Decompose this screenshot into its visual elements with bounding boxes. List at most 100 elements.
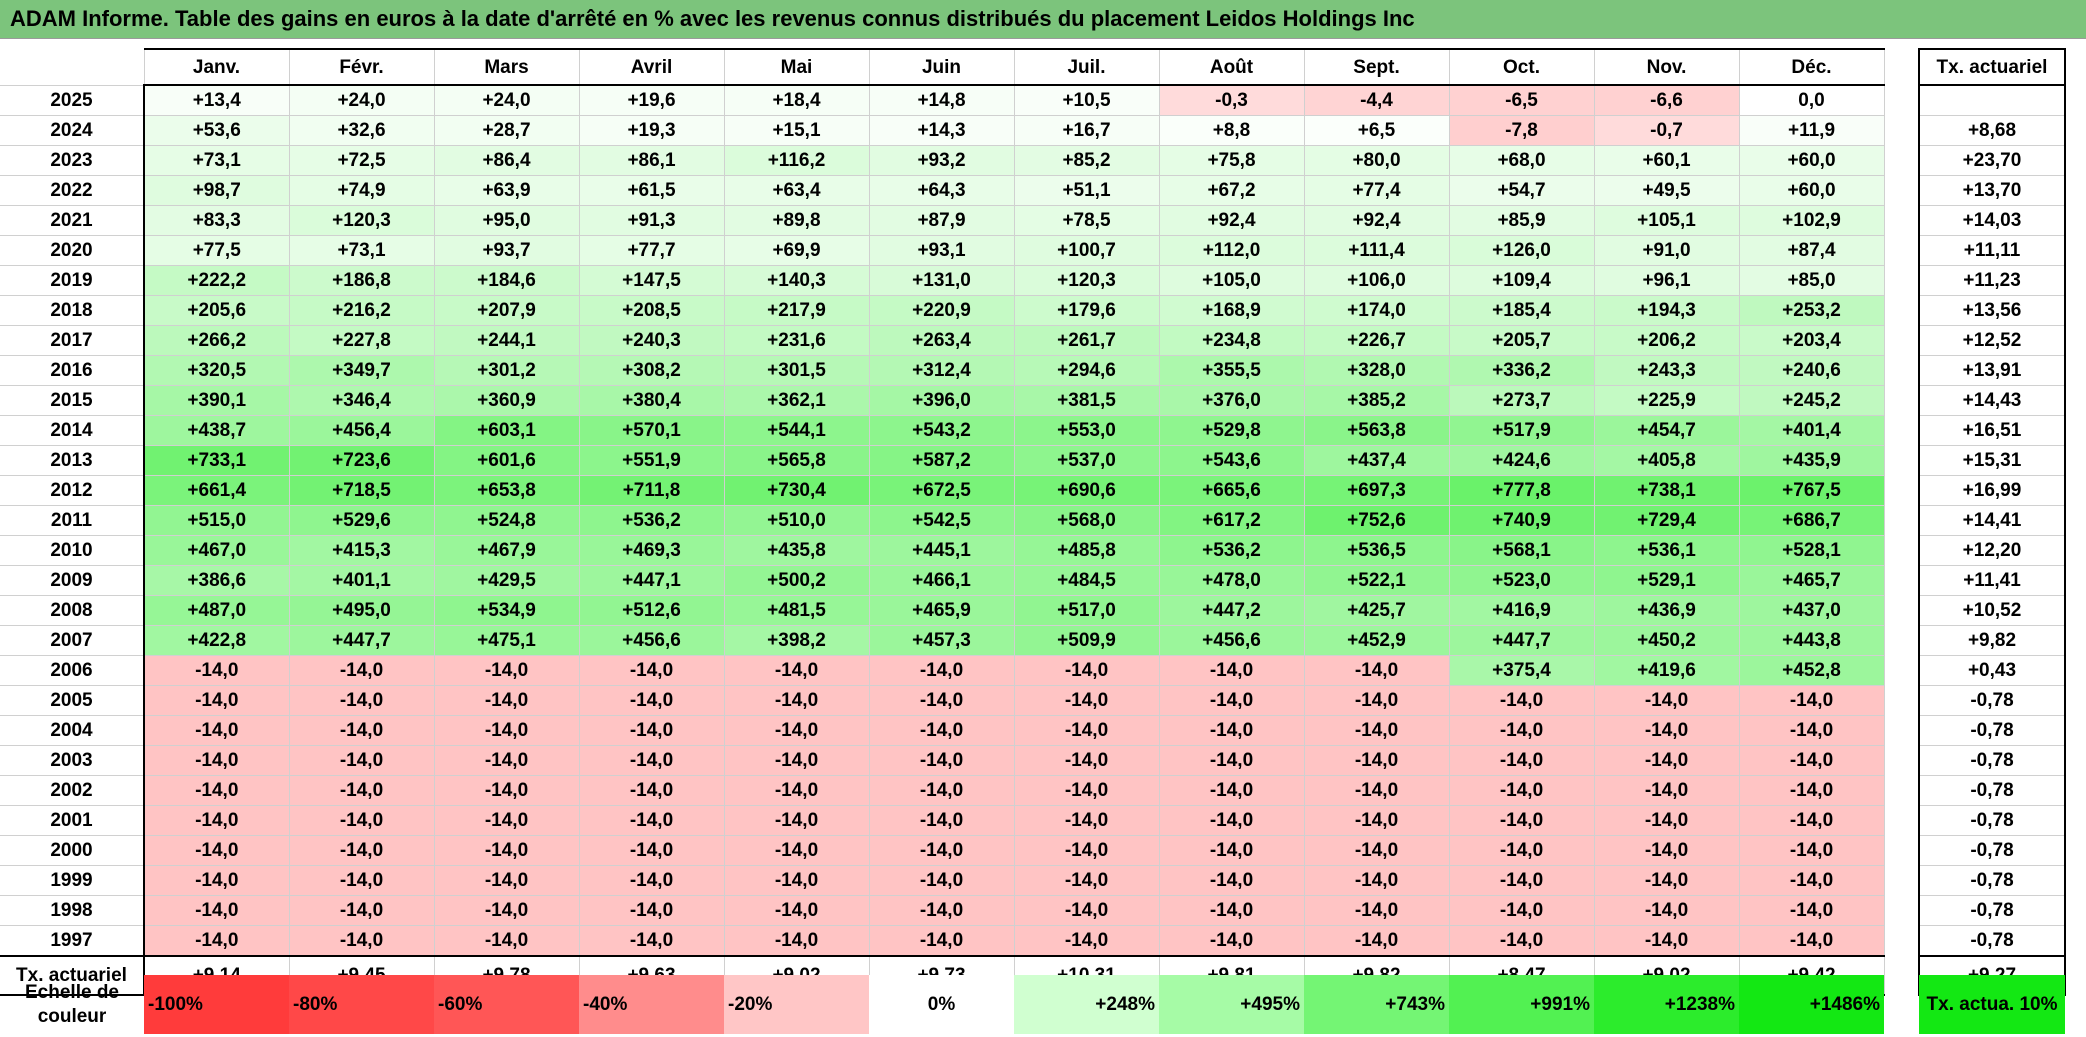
value-cell[interactable]: +86,4 — [433, 145, 580, 176]
value-cell[interactable]: -14,0 — [143, 835, 290, 866]
value-cell[interactable]: +465,9 — [868, 595, 1015, 626]
value-cell[interactable]: +243,3 — [1593, 355, 1740, 386]
value-cell[interactable]: -14,0 — [723, 925, 870, 957]
value-cell[interactable]: +105,0 — [1158, 265, 1305, 296]
value-cell[interactable]: -14,0 — [578, 685, 725, 716]
value-cell[interactable]: +690,6 — [1013, 475, 1160, 506]
value-cell[interactable]: 0,0 — [1738, 84, 1885, 116]
value-cell[interactable]: -14,0 — [1738, 745, 1885, 776]
value-cell[interactable]: +396,0 — [868, 385, 1015, 416]
value-cell[interactable]: +263,4 — [868, 325, 1015, 356]
value-cell[interactable]: +529,1 — [1593, 565, 1740, 596]
value-cell[interactable]: +437,4 — [1303, 445, 1450, 476]
value-cell[interactable]: +429,5 — [433, 565, 580, 596]
value-cell[interactable]: -14,0 — [1013, 655, 1160, 686]
value-cell[interactable]: +54,7 — [1448, 175, 1595, 206]
value-cell[interactable]: +68,0 — [1448, 145, 1595, 176]
value-cell[interactable]: +205,6 — [143, 295, 290, 326]
value-cell[interactable]: +447,2 — [1158, 595, 1305, 626]
value-cell[interactable]: -14,0 — [578, 805, 725, 836]
value-cell[interactable]: -14,0 — [288, 655, 435, 686]
value-cell[interactable]: +320,5 — [143, 355, 290, 386]
value-cell[interactable]: +467,0 — [143, 535, 290, 566]
value-cell[interactable]: +386,6 — [143, 565, 290, 596]
value-cell[interactable]: +536,5 — [1303, 535, 1450, 566]
value-cell[interactable]: +653,8 — [433, 475, 580, 506]
value-cell[interactable]: -14,0 — [1448, 715, 1595, 746]
value-cell[interactable]: +16,7 — [1013, 115, 1160, 146]
value-cell[interactable]: -14,0 — [1013, 745, 1160, 776]
value-cell[interactable]: +89,8 — [723, 205, 870, 236]
value-cell[interactable]: -14,0 — [1448, 805, 1595, 836]
value-cell[interactable]: +86,1 — [578, 145, 725, 176]
value-cell[interactable]: +456,4 — [288, 415, 435, 446]
value-cell[interactable]: +385,2 — [1303, 385, 1450, 416]
value-cell[interactable]: +723,6 — [288, 445, 435, 476]
value-cell[interactable]: -14,0 — [1593, 745, 1740, 776]
value-cell[interactable]: +72,5 — [288, 145, 435, 176]
value-cell[interactable]: +740,9 — [1448, 505, 1595, 536]
value-cell[interactable]: -14,0 — [1013, 865, 1160, 896]
value-cell[interactable]: -14,0 — [1593, 775, 1740, 806]
value-cell[interactable]: +63,4 — [723, 175, 870, 206]
value-cell[interactable]: +91,3 — [578, 205, 725, 236]
value-cell[interactable]: -14,0 — [1158, 745, 1305, 776]
value-cell[interactable]: +563,8 — [1303, 415, 1450, 446]
value-cell[interactable]: +19,3 — [578, 115, 725, 146]
value-cell[interactable]: +587,2 — [868, 445, 1015, 476]
value-cell[interactable]: -14,0 — [578, 715, 725, 746]
value-cell[interactable]: +528,1 — [1738, 535, 1885, 566]
value-cell[interactable]: +87,9 — [868, 205, 1015, 236]
value-cell[interactable]: +49,5 — [1593, 175, 1740, 206]
value-cell[interactable]: +92,4 — [1158, 205, 1305, 236]
value-cell[interactable]: -14,0 — [1013, 835, 1160, 866]
value-cell[interactable]: -0,3 — [1158, 84, 1305, 116]
value-cell[interactable]: -14,0 — [723, 655, 870, 686]
value-cell[interactable]: +93,7 — [433, 235, 580, 266]
value-cell[interactable]: +435,8 — [723, 535, 870, 566]
value-cell[interactable]: +437,0 — [1738, 595, 1885, 626]
value-cell[interactable]: +60,0 — [1738, 145, 1885, 176]
value-cell[interactable]: +529,8 — [1158, 415, 1305, 446]
value-cell[interactable]: -14,0 — [1158, 775, 1305, 806]
value-cell[interactable]: -14,0 — [1158, 865, 1305, 896]
value-cell[interactable]: -14,0 — [433, 655, 580, 686]
value-cell[interactable]: -14,0 — [433, 775, 580, 806]
value-cell[interactable]: +553,0 — [1013, 415, 1160, 446]
value-cell[interactable]: -7,8 — [1448, 115, 1595, 146]
value-cell[interactable]: +686,7 — [1738, 505, 1885, 536]
value-cell[interactable]: +424,6 — [1448, 445, 1595, 476]
value-cell[interactable]: +6,5 — [1303, 115, 1450, 146]
value-cell[interactable]: +111,4 — [1303, 235, 1450, 266]
value-cell[interactable]: +19,6 — [578, 84, 725, 116]
value-cell[interactable]: +416,9 — [1448, 595, 1595, 626]
value-cell[interactable]: +465,7 — [1738, 565, 1885, 596]
value-cell[interactable]: +116,2 — [723, 145, 870, 176]
value-cell[interactable]: +95,0 — [433, 205, 580, 236]
value-cell[interactable]: +711,8 — [578, 475, 725, 506]
value-cell[interactable]: -14,0 — [1013, 715, 1160, 746]
value-cell[interactable]: +227,8 — [288, 325, 435, 356]
value-cell[interactable]: +294,6 — [1013, 355, 1160, 386]
value-cell[interactable]: -14,0 — [143, 685, 290, 716]
value-cell[interactable]: -14,0 — [1158, 925, 1305, 957]
value-cell[interactable]: -6,6 — [1593, 84, 1740, 116]
value-cell[interactable]: +100,7 — [1013, 235, 1160, 266]
value-cell[interactable]: +83,3 — [143, 205, 290, 236]
value-cell[interactable]: -14,0 — [1448, 835, 1595, 866]
value-cell[interactable]: -14,0 — [1303, 655, 1450, 686]
value-cell[interactable]: -14,0 — [1593, 685, 1740, 716]
value-cell[interactable]: +61,5 — [578, 175, 725, 206]
value-cell[interactable]: -14,0 — [1013, 895, 1160, 926]
value-cell[interactable]: -14,0 — [433, 895, 580, 926]
value-cell[interactable]: -14,0 — [578, 895, 725, 926]
value-cell[interactable]: -14,0 — [578, 775, 725, 806]
value-cell[interactable]: +222,2 — [143, 265, 290, 296]
value-cell[interactable]: -14,0 — [578, 655, 725, 686]
value-cell[interactable]: +718,5 — [288, 475, 435, 506]
value-cell[interactable]: +240,3 — [578, 325, 725, 356]
value-cell[interactable]: +454,7 — [1593, 415, 1740, 446]
value-cell[interactable]: +500,2 — [723, 565, 870, 596]
value-cell[interactable]: +91,0 — [1593, 235, 1740, 266]
value-cell[interactable]: -14,0 — [1303, 745, 1450, 776]
